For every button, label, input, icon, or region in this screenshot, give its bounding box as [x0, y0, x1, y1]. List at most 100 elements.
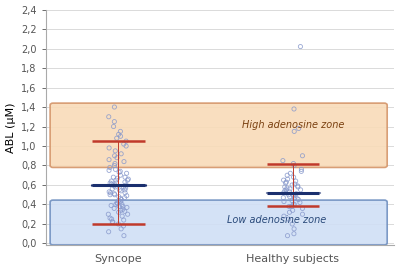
Point	[118, 189, 124, 193]
Point	[116, 194, 122, 199]
Point	[110, 175, 116, 179]
Point	[125, 177, 132, 181]
Point	[284, 173, 290, 177]
Point	[299, 206, 306, 211]
Point	[287, 187, 293, 191]
Point	[297, 200, 303, 205]
Point	[108, 217, 115, 221]
Point	[112, 154, 118, 158]
Point	[117, 169, 124, 174]
Point	[291, 107, 297, 111]
Point	[114, 200, 120, 205]
Point	[113, 178, 119, 182]
Point	[117, 129, 124, 134]
Point	[119, 214, 125, 218]
Point	[106, 168, 112, 173]
Point	[124, 212, 131, 216]
Point	[108, 203, 114, 208]
Point	[106, 146, 112, 150]
Point	[113, 202, 119, 207]
Point	[113, 181, 120, 185]
Point	[110, 124, 117, 129]
Point	[293, 192, 300, 196]
Point	[116, 198, 122, 203]
Point	[111, 192, 118, 196]
Point	[117, 134, 124, 139]
Point	[299, 212, 306, 216]
Point	[297, 45, 304, 49]
Point	[112, 149, 118, 153]
Point	[117, 173, 124, 177]
Point	[118, 227, 124, 231]
Point	[289, 198, 295, 203]
Point	[122, 186, 129, 190]
Point	[114, 136, 120, 140]
Point	[298, 167, 304, 171]
Point	[282, 189, 288, 193]
Point	[124, 178, 131, 182]
Point	[291, 227, 297, 231]
Point	[107, 181, 113, 185]
Point	[114, 156, 120, 160]
Point	[114, 176, 121, 180]
Point	[283, 191, 289, 195]
Point	[110, 220, 116, 224]
Point	[122, 191, 128, 195]
Text: Low adenosine zone: Low adenosine zone	[227, 215, 327, 225]
Point	[107, 191, 114, 195]
Point	[108, 179, 114, 183]
Point	[122, 188, 128, 192]
Point	[123, 171, 130, 176]
Point	[111, 206, 117, 211]
Point	[286, 210, 293, 214]
Point	[120, 204, 126, 209]
Point	[295, 197, 302, 202]
Point	[122, 195, 128, 200]
Point	[116, 210, 122, 214]
Point	[124, 194, 130, 198]
Point	[123, 144, 129, 148]
Point	[284, 186, 290, 190]
Point	[280, 195, 286, 200]
Point	[298, 169, 304, 174]
Point	[282, 185, 288, 189]
Point	[296, 126, 302, 131]
Point	[118, 197, 125, 202]
Point	[116, 132, 122, 136]
Point	[106, 157, 112, 162]
Point	[286, 193, 292, 197]
Point	[283, 188, 290, 192]
Point	[292, 182, 298, 186]
Point	[118, 200, 124, 204]
Point	[107, 193, 113, 197]
Point	[117, 197, 124, 201]
Point	[290, 193, 296, 197]
Point	[105, 212, 112, 216]
Point	[106, 230, 112, 234]
Y-axis label: ABL (µM): ABL (µM)	[6, 102, 16, 153]
Point	[112, 193, 118, 197]
Point	[111, 120, 118, 124]
Point	[297, 188, 304, 192]
Point	[111, 163, 118, 168]
Point	[109, 220, 116, 224]
Point	[119, 202, 125, 207]
Text: High adenosine zone: High adenosine zone	[242, 120, 344, 130]
Point	[109, 187, 116, 191]
Point	[111, 184, 118, 188]
Point	[114, 201, 120, 206]
Point	[291, 197, 298, 201]
Point	[123, 139, 129, 143]
Point	[286, 194, 293, 199]
Point	[120, 142, 127, 146]
FancyBboxPatch shape	[50, 200, 387, 245]
Point	[288, 204, 295, 209]
Point	[107, 216, 113, 220]
Point	[290, 202, 296, 207]
Point	[284, 234, 291, 238]
Point	[294, 184, 301, 188]
Point	[112, 161, 118, 166]
Point	[112, 185, 118, 189]
Point	[124, 205, 130, 210]
FancyBboxPatch shape	[50, 103, 387, 167]
